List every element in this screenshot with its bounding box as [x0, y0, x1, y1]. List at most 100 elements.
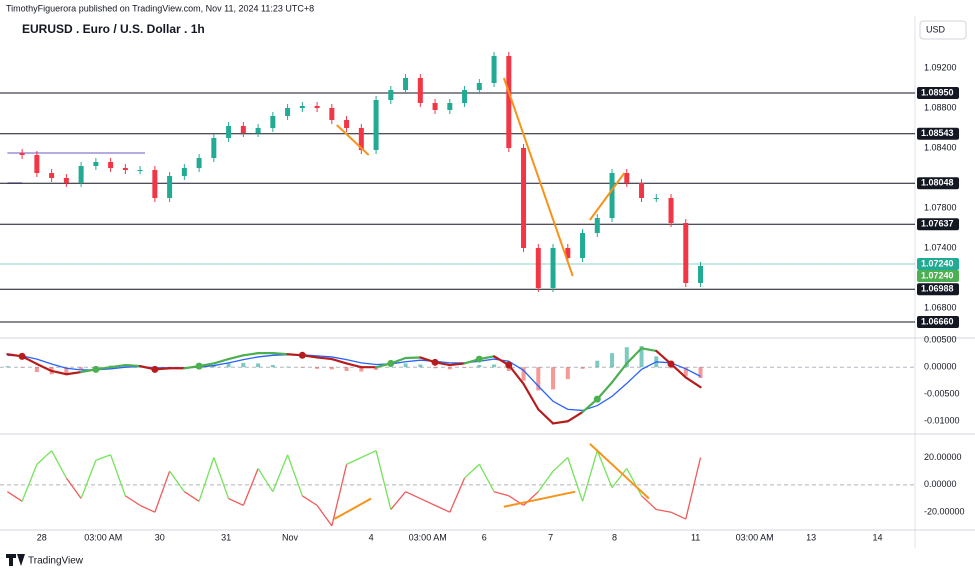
level-label: 1.06660: [921, 316, 954, 326]
histogram-bar: [329, 367, 334, 370]
macd-segment: [50, 369, 68, 376]
level-label: 1.06988: [921, 284, 954, 294]
candle-body: [152, 170, 158, 198]
histogram-bar: [536, 367, 541, 391]
candle-body: [211, 138, 217, 158]
candle-body: [196, 158, 202, 168]
last-price-label: 1.07240: [921, 258, 954, 268]
macd-segment: [271, 352, 289, 356]
macd-segment: [242, 352, 260, 357]
symbol-title: EURUSD . Euro / U.S. Dollar . 1h: [22, 22, 205, 36]
macd-segment: [684, 376, 702, 389]
macd-segment: [345, 362, 363, 369]
trendline: [336, 124, 370, 156]
histogram-bar: [344, 367, 349, 371]
candle-body: [270, 116, 276, 128]
candle-body: [344, 120, 350, 128]
oscillator-segment: [169, 470, 185, 493]
y-tick-label: 1.08800: [924, 102, 957, 112]
y-tick-label: 1.07800: [924, 202, 957, 212]
x-tick-label: 28: [37, 532, 47, 542]
macd-segment: [124, 363, 142, 368]
candle-body: [373, 100, 379, 150]
oscillator-segment: [7, 491, 23, 502]
level-label-box: [917, 316, 959, 328]
x-tick-label: 7: [548, 532, 553, 542]
candle-body: [683, 223, 689, 283]
currency[interactable]: USD: [926, 24, 946, 34]
candle-body: [240, 126, 246, 133]
histogram-bar: [433, 367, 438, 369]
y-tick-label: -20.00000: [924, 507, 965, 517]
oscillator-segment: [390, 491, 407, 510]
oscillator-segment: [257, 468, 274, 493]
candle-body: [388, 90, 394, 100]
macd-segment: [109, 363, 127, 369]
histogram-bar: [256, 363, 261, 368]
candle-body: [580, 233, 586, 258]
macd-segment: [625, 347, 643, 365]
x-tick-label: 13: [806, 532, 816, 542]
candle-body: [668, 198, 674, 223]
oscillator-segment: [228, 497, 244, 506]
oscillator-segment: [316, 505, 333, 527]
candle-body: [491, 56, 497, 83]
macd-segment: [65, 370, 83, 376]
x-tick-label: 4: [369, 532, 374, 542]
histogram-bar: [418, 364, 423, 368]
histogram-bar: [477, 365, 482, 368]
histogram-bar: [624, 347, 629, 368]
macd-segment: [404, 356, 422, 360]
macd-segment: [596, 381, 614, 401]
trendline: [502, 77, 574, 277]
macd-segment: [227, 354, 245, 361]
oscillator-segment: [65, 477, 82, 499]
histogram-bar: [639, 346, 644, 368]
macd-segment: [35, 362, 53, 373]
x-tick-label: 03:00 AM: [409, 532, 447, 542]
macd-segment: [94, 366, 112, 371]
level-label: 1.08950: [921, 87, 954, 97]
histogram-bar: [374, 367, 379, 370]
macd-segment: [389, 356, 407, 365]
candle-body: [594, 218, 600, 233]
x-tick-label: 03:00 AM: [736, 532, 774, 542]
oscillator-segment: [286, 454, 303, 497]
y-tick-label: 1.09200: [924, 62, 957, 72]
oscillator-segment: [301, 495, 318, 506]
candle-body: [358, 128, 364, 150]
macd-segment: [478, 355, 496, 361]
macd-segment: [21, 355, 38, 366]
histogram-bar: [285, 366, 290, 368]
oscillator-segment: [596, 450, 613, 488]
oscillator-segment: [272, 454, 289, 492]
oscillator-segment: [198, 457, 215, 502]
y-tick-label: 1.08400: [924, 142, 957, 152]
currency-box[interactable]: [919, 20, 967, 40]
histogram-bar: [64, 367, 69, 374]
histogram-bar: [20, 367, 25, 368]
histogram-bar: [669, 367, 674, 369]
candle-body: [63, 178, 69, 183]
histogram-bar: [610, 353, 615, 368]
candle-body: [137, 170, 143, 171]
level-label: 1.08543: [921, 128, 954, 138]
last-price-label: 1.07240: [921, 270, 954, 280]
histogram-bar: [506, 367, 511, 371]
x-tick-label: 6: [482, 532, 487, 542]
trendline: [589, 172, 626, 221]
histogram-bar: [300, 367, 305, 368]
y-tick-label: 1.07400: [924, 242, 957, 252]
histogram-bar: [698, 367, 703, 379]
candle-body: [167, 176, 173, 198]
macd-segment: [212, 357, 230, 365]
x-tick-label: 03:00 AM: [84, 532, 122, 542]
candle-body: [49, 173, 55, 178]
histogram-bar: [315, 367, 320, 369]
level-label: 1.07637: [921, 219, 954, 229]
candle-body: [609, 173, 615, 218]
oscillator-segment: [109, 454, 126, 497]
level-label: 1.08048: [921, 178, 954, 188]
candle-body: [255, 128, 261, 133]
